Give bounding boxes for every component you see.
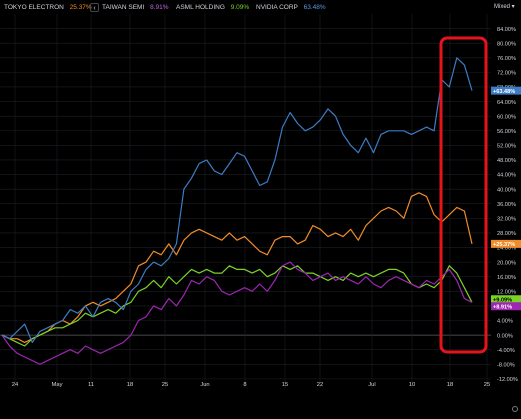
series-line-nvidia-corp[interactable] (1, 57, 473, 343)
x-tick-label: 10 (409, 382, 415, 388)
legend-label: NVIDIA CORP (256, 4, 298, 11)
y-tick-label: 84.00% (497, 27, 516, 33)
x-tick-label: Jul (368, 382, 375, 388)
last-value-label: +63.48% (493, 89, 515, 95)
y-tick-label: 40.00% (497, 187, 516, 193)
y-tick-label: 64.00% (497, 100, 516, 106)
series-line-taiwan-semi[interactable] (1, 261, 473, 365)
y-tick-label: 72.00% (497, 71, 516, 77)
legend-value: 63.48% (303, 4, 326, 11)
legend-label: TOKYO ELECTRON (4, 4, 64, 11)
x-tick-label: 11 (88, 382, 94, 388)
y-tick-label: 60.00% (497, 114, 516, 120)
legend-value: 25.37% (69, 4, 92, 11)
legend-item-tokyo-electron[interactable]: TOKYO ELECTRON 25.37% (4, 4, 92, 11)
y-tick-label: 52.00% (497, 144, 516, 150)
y-tick-label: 48.00% (497, 158, 516, 164)
last-value-label: +9.09% (493, 297, 512, 303)
gear-icon[interactable] (512, 406, 518, 412)
legend-label: ASML HOLDING (176, 4, 225, 11)
last-value-badge (491, 86, 521, 95)
x-tick-label: 15 (282, 382, 288, 388)
legend-item-nvidia-corp[interactable]: NVIDIA CORP 63.48% (256, 4, 326, 11)
x-tick-label: 18 (447, 382, 453, 388)
y-tick-label: 24.00% (497, 246, 516, 252)
highlight-box (439, 36, 488, 354)
x-tick-label: 25 (162, 382, 168, 388)
series-line-tokyo-electron[interactable] (1, 192, 473, 343)
y-tick-label: 20.00% (497, 260, 516, 266)
y-tick-label: 16.00% (497, 275, 516, 281)
last-value-badge (491, 302, 521, 311)
x-tick-label: 24 (12, 382, 19, 388)
series-line-asml-holding[interactable] (1, 265, 473, 347)
y-tick-label: 32.00% (497, 217, 516, 223)
legend-label: TAIWAN SEMI (102, 4, 145, 11)
y-tick-label: 56.00% (497, 129, 516, 135)
collapse-legend-icon[interactable]: ‹ (90, 3, 99, 12)
y-tick-label: 76.00% (497, 56, 516, 62)
legend-item-asml-holding[interactable]: ASML HOLDING 9.09% (176, 4, 249, 11)
scale-mode-selector[interactable]: Mixed ▾ (494, 4, 515, 10)
y-tick-label: 12.00% (497, 290, 516, 296)
y-tick-label: -12.00% (497, 377, 518, 383)
last-value-label: +8.91% (493, 304, 512, 310)
y-tick-label: 36.00% (497, 202, 516, 208)
x-tick-label: Jun (200, 382, 209, 388)
y-tick-label: 0.00% (497, 333, 513, 339)
y-tick-label: -8.00% (497, 362, 515, 368)
legend-value: 8.91% (150, 4, 169, 11)
y-tick-label: -4.00% (497, 348, 515, 354)
y-tick-label: 4.00% (497, 319, 513, 325)
y-tick-label: 44.00% (497, 173, 516, 179)
legend-value: 9.09% (230, 4, 250, 11)
y-tick-label: 80.00% (497, 41, 516, 47)
x-tick-label: 18 (127, 382, 133, 388)
legend-item-taiwan-semi[interactable]: TAIWAN SEMI 8.91% (102, 4, 169, 11)
y-tick-label: 28.00% (497, 231, 516, 237)
x-tick-label: 22 (317, 382, 323, 388)
x-tick-label: 25 (484, 382, 490, 388)
last-value-label: +25.37% (493, 242, 515, 248)
last-value-badge (491, 295, 521, 304)
last-value-badge (491, 239, 521, 248)
x-tick-label: May (52, 382, 63, 388)
x-tick-label: 8 (243, 382, 246, 388)
